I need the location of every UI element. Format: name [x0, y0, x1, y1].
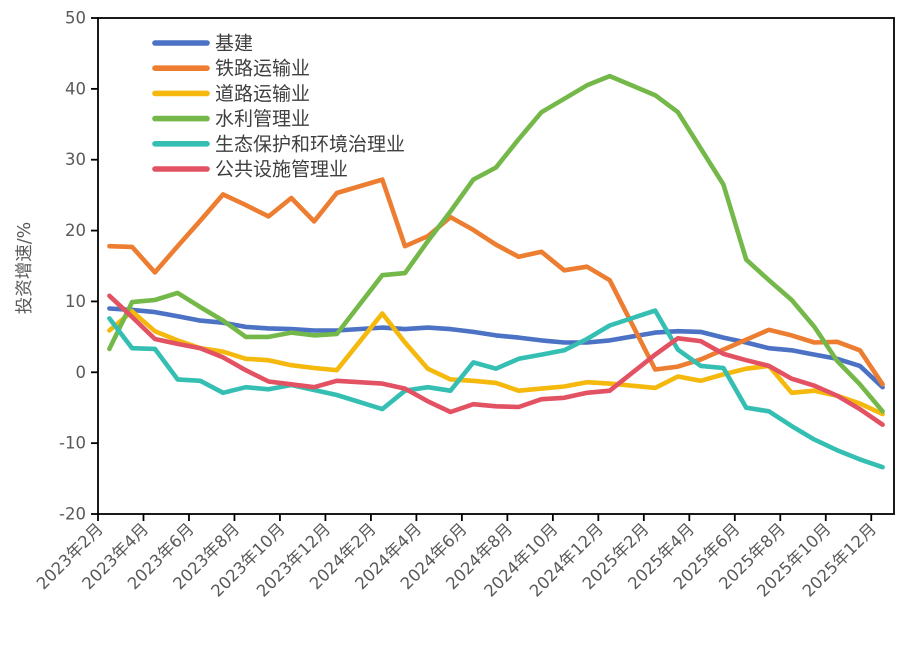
series-line-road: [107, 308, 885, 417]
legend-item-ecology: 生态保护和环境治理业: [152, 133, 405, 155]
axes-layer: 50403020100-10-202023年2月2023年4月2023年6月20…: [33, 9, 895, 601]
y-axis-tick-label: 10: [65, 292, 86, 311]
plot-border: [97, 17, 895, 515]
y-axis-tick-label: -10: [59, 434, 86, 453]
series-layer: [107, 73, 885, 470]
legend-item-infrastructure: 基建: [152, 33, 253, 55]
legend-label-infrastructure: 基建: [215, 33, 253, 55]
y-axis-tick-label: 30: [65, 150, 86, 169]
series-line-railway: [107, 177, 885, 387]
legend-label-railway: 铁路运输业: [215, 58, 310, 80]
legend-item-public-facilities: 公共设施管理业: [152, 159, 348, 181]
legend-item-railway: 铁路运输业: [152, 58, 310, 80]
legend-label-water: 水利管理业: [215, 108, 310, 130]
y-axis-tick-label: -20: [59, 505, 86, 524]
y-axis-tick-label: 20: [65, 221, 86, 240]
legend-item-road: 道路运输业: [152, 83, 310, 105]
series-line-water: [107, 73, 885, 414]
y-axis-tick-label: 50: [65, 9, 86, 28]
series-line-public-facilities: [107, 293, 885, 428]
legend-item-water: 水利管理业: [152, 108, 310, 130]
series-line-ecology: [107, 308, 885, 470]
legend-label-ecology: 生态保护和环境治理业: [215, 133, 405, 155]
y-axis-title: 投资增速/%: [15, 222, 35, 315]
legend-label-road: 道路运输业: [215, 83, 310, 105]
legend-label-public-facilities: 公共设施管理业: [215, 159, 348, 181]
y-axis-tick-label: 0: [76, 363, 87, 382]
y-axis-tick-label: 40: [65, 79, 86, 98]
